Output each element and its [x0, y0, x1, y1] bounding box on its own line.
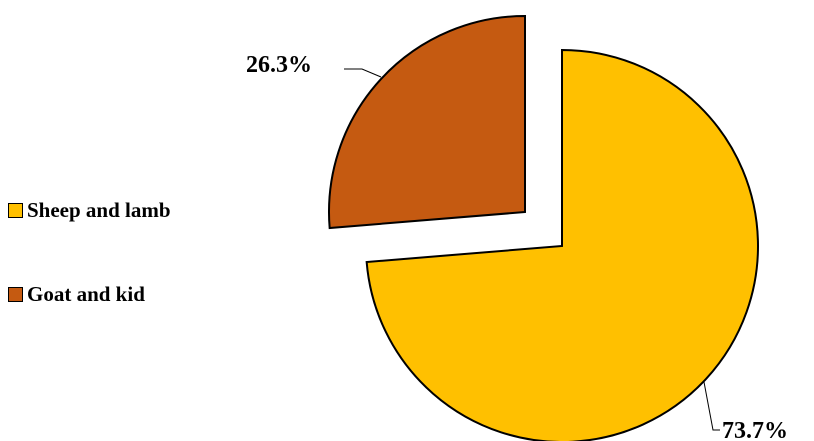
legend-item-goat-and-kid: Goat and kid: [8, 279, 171, 309]
data-label-sheep-and-lamb: 73.7%: [722, 418, 788, 441]
leader-line-goat-and-kid: [344, 68, 382, 78]
data-label-goat-and-kid: 26.3%: [246, 52, 312, 78]
legend-item-sheep-and-lamb: Sheep and lamb: [8, 195, 171, 225]
pie-slice-sheep-and-lamb: [365, 48, 759, 441]
leader-line-sheep-and-lamb: [703, 381, 720, 431]
legend-swatch-goat-and-kid: [8, 286, 23, 302]
legend: Sheep and lamb Goat and kid: [8, 195, 171, 363]
legend-label-goat-and-kid: Goat and kid: [27, 281, 145, 306]
pie-slice-goat-and-kid: [328, 14, 526, 230]
legend-swatch-sheep-and-lamb: [8, 202, 23, 218]
legend-label-sheep-and-lamb: Sheep and lamb: [27, 197, 171, 222]
